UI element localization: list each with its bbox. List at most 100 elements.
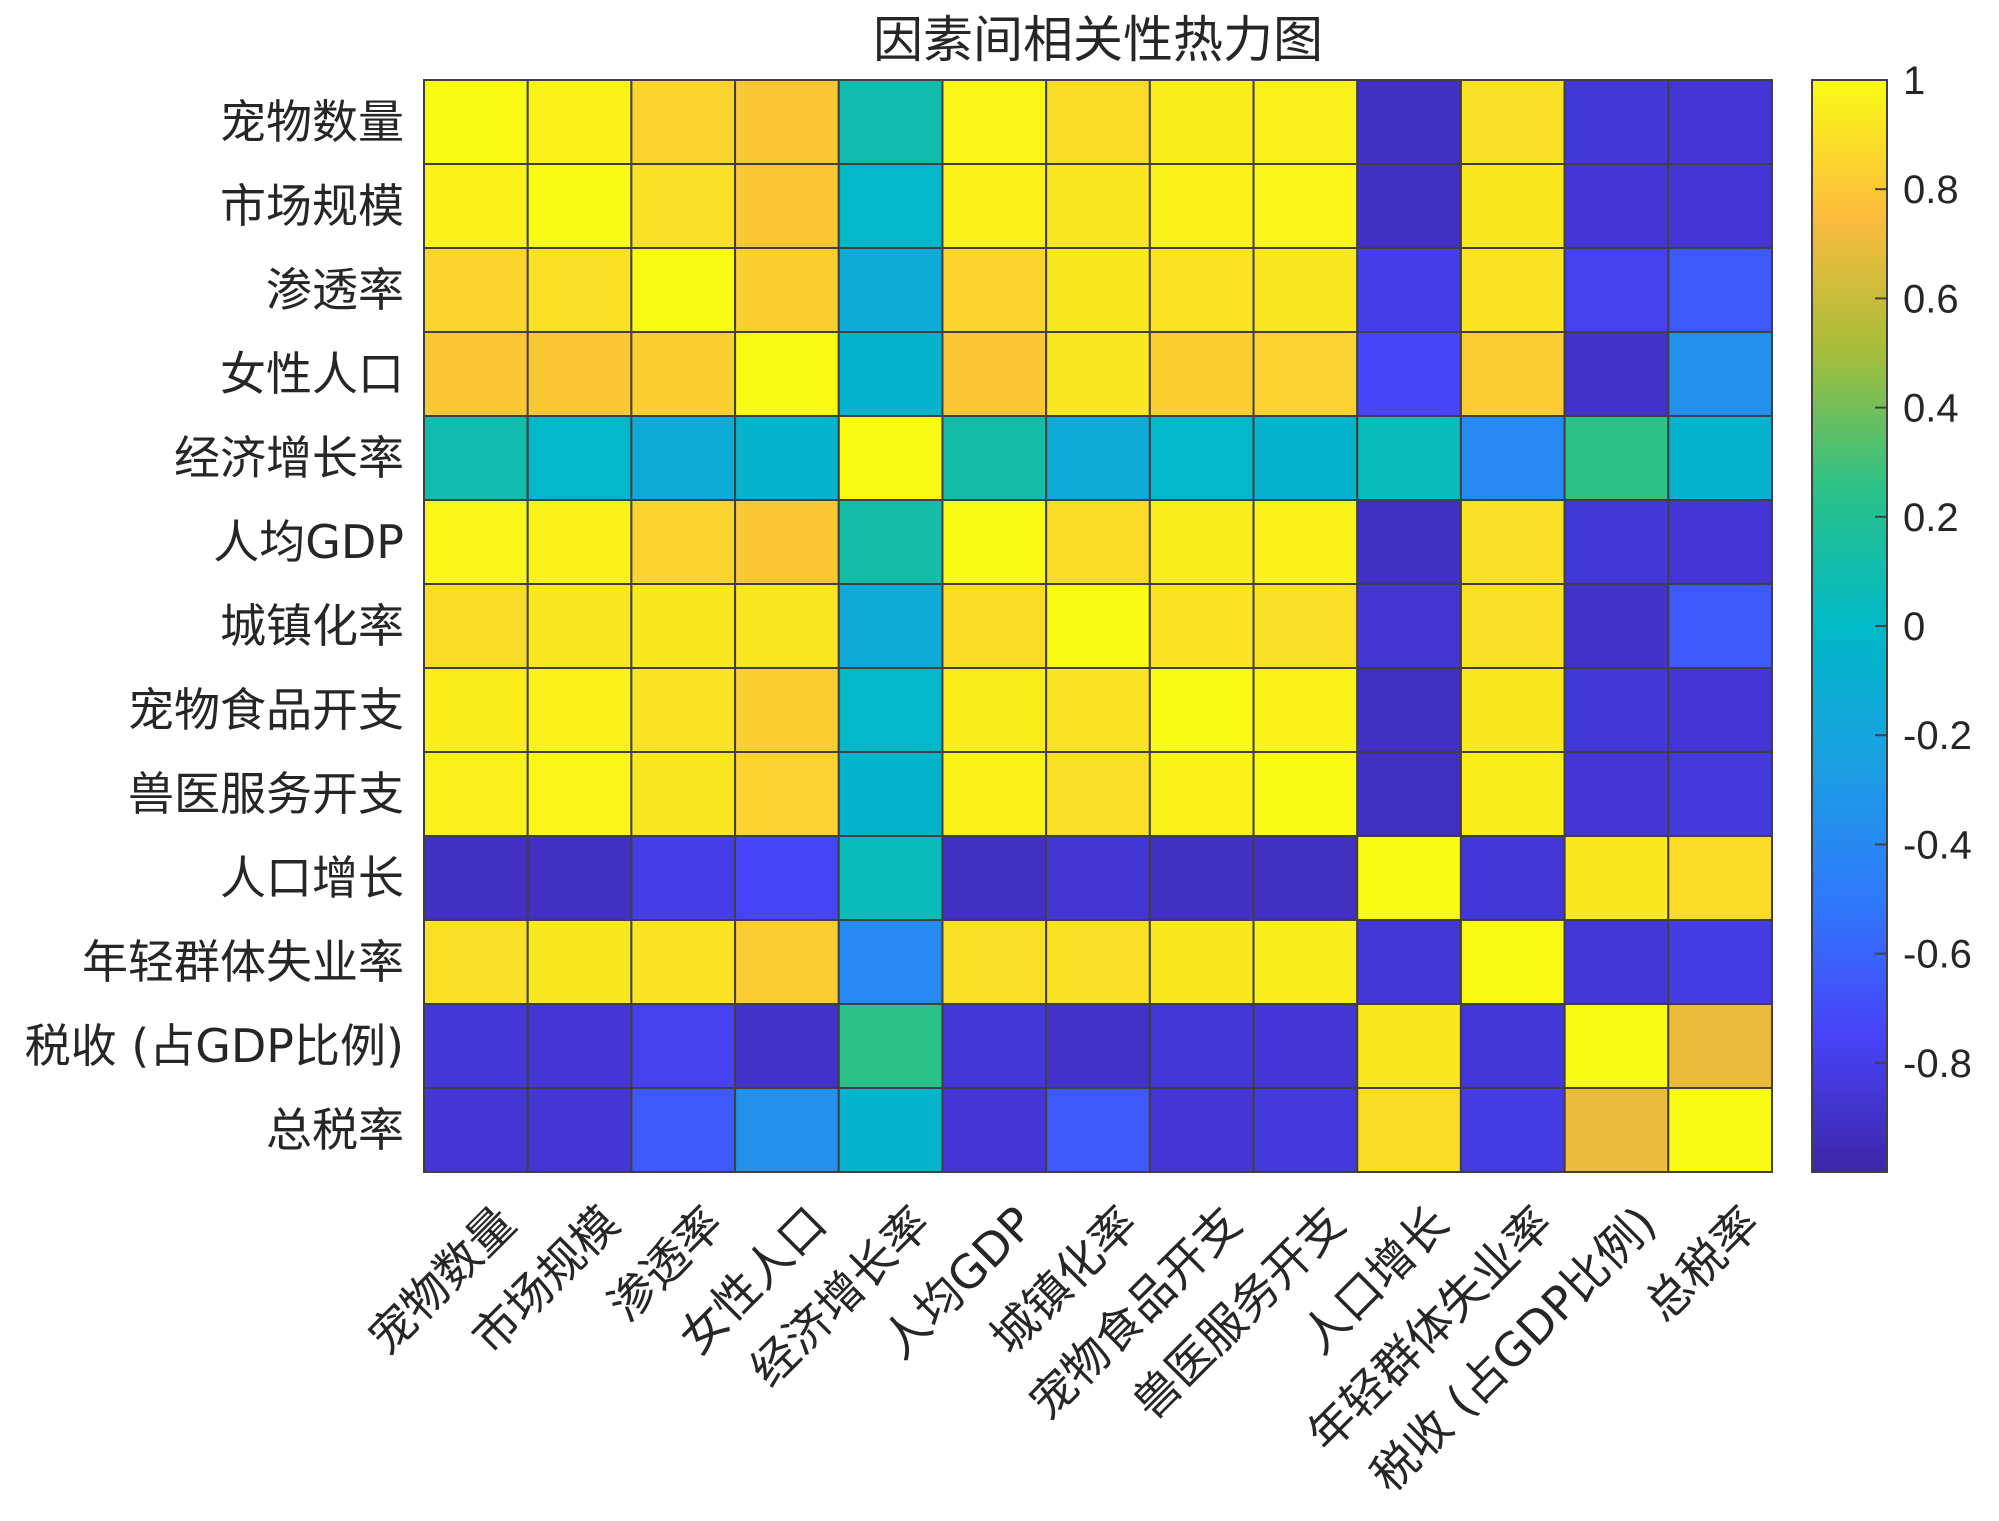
heatmap-cell <box>630 919 737 1005</box>
heatmap-cell <box>1667 1003 1774 1089</box>
colorbar-tick-label: 1 <box>1903 59 1925 103</box>
heatmap-cell <box>1459 751 1566 837</box>
heatmap-cell <box>734 667 840 753</box>
heatmap-cell <box>734 919 840 1005</box>
heatmap-cell <box>423 751 529 837</box>
row-label: 宠物食品开支 <box>128 683 404 737</box>
heatmap-cell <box>630 163 737 249</box>
heatmap-cell <box>1563 919 1670 1005</box>
heatmap-cell <box>1459 499 1566 585</box>
heatmap-cell <box>941 79 1048 165</box>
heatmap-cell <box>1459 1087 1566 1173</box>
heatmap-cell <box>1252 751 1359 837</box>
heatmap-cell <box>734 751 840 837</box>
heatmap-cell <box>941 667 1048 753</box>
heatmap-cell <box>734 163 840 249</box>
row-label: 总税率 <box>266 1103 404 1157</box>
heatmap-cell <box>1563 667 1670 753</box>
heatmap-cell <box>1563 331 1670 417</box>
heatmap-cell <box>1148 79 1255 165</box>
heatmap-cell <box>630 247 737 333</box>
heatmap-cell <box>1148 919 1255 1005</box>
heatmap-cell <box>423 1087 529 1173</box>
heatmap-cell <box>941 1003 1048 1089</box>
heatmap-cell <box>1045 583 1151 669</box>
heatmap-cell <box>1045 163 1151 249</box>
heatmap-cell <box>734 583 840 669</box>
row-label: 宠物数量 <box>220 95 404 149</box>
heatmap-cell <box>423 163 529 249</box>
heatmap-cell <box>1667 919 1774 1005</box>
row-label: 年轻群体失业率 <box>82 935 404 989</box>
heatmap-cell <box>1667 1087 1774 1173</box>
heatmap-cell <box>1563 499 1670 585</box>
heatmap-cell <box>1148 331 1255 417</box>
heatmap-cell <box>1045 835 1151 921</box>
heatmap-cell <box>526 247 633 333</box>
heatmap-cell <box>630 583 737 669</box>
heatmap-cell <box>1667 79 1774 165</box>
heatmap-cell <box>630 835 737 921</box>
heatmap-cell <box>734 835 840 921</box>
heatmap-cell <box>1252 415 1359 501</box>
heatmap-cell <box>1563 751 1670 837</box>
colorbar-tick-label: 0.8 <box>1903 168 1959 212</box>
heatmap-cell <box>941 1087 1048 1173</box>
colorbar-tick-label: -0.6 <box>1903 933 1972 977</box>
colorbar: 1 0.8 0.6 0.4 0.2 0 -0.2 -0.4 -0.6 -0.8 <box>1811 59 1972 1173</box>
heatmap-cell <box>1045 1003 1151 1089</box>
heatmap-cell <box>1459 331 1566 417</box>
heatmap-cell <box>526 163 633 249</box>
heatmap-cell <box>1148 247 1255 333</box>
heatmap-cell <box>1667 751 1774 837</box>
heatmap-cell <box>1148 1087 1255 1173</box>
heatmap-cell <box>423 415 529 501</box>
heatmap-cell <box>1563 583 1670 669</box>
heatmap-cell <box>1148 667 1255 753</box>
heatmap-cell <box>734 1087 840 1173</box>
row-label: 人口增长 <box>220 851 404 905</box>
heatmap-cell <box>837 583 944 669</box>
heatmap-cell <box>837 415 944 501</box>
heatmap-cell <box>941 331 1048 417</box>
heatmap-cell <box>1356 163 1462 249</box>
heatmap-cell <box>1252 583 1359 669</box>
heatmap-cell <box>941 583 1048 669</box>
heatmap-cell <box>1563 835 1670 921</box>
heatmap-cell <box>837 331 944 417</box>
chart-title: 因素间相关性热力图 <box>873 11 1323 69</box>
heatmap-cell <box>526 835 633 921</box>
row-label: 经济增长率 <box>174 431 404 485</box>
heatmap-cell <box>1459 835 1566 921</box>
column-label: 总税率 <box>1634 1196 1770 1332</box>
heatmap-cell <box>1667 499 1774 585</box>
row-label: 女性人口 <box>220 347 404 401</box>
colorbar-tick-label: 0.2 <box>1903 496 1959 540</box>
heatmap-cell <box>1459 583 1566 669</box>
heatmap-cell <box>526 499 633 585</box>
heatmap-cell <box>1356 1003 1462 1089</box>
heatmap-cell <box>1045 751 1151 837</box>
colorbar-tick-label: 0.4 <box>1903 387 1959 431</box>
heatmap-cell <box>630 667 737 753</box>
heatmap-cell <box>630 331 737 417</box>
heatmap-cell <box>1356 247 1462 333</box>
heatmap-cell <box>1356 583 1462 669</box>
heatmap-cell <box>526 79 633 165</box>
heatmap-cell <box>1252 835 1359 921</box>
heatmap-cell <box>941 499 1048 585</box>
heatmap-cell <box>1252 1003 1359 1089</box>
heatmap-cell <box>1148 1003 1255 1089</box>
heatmap-cell <box>1252 667 1359 753</box>
heatmap-cell <box>1459 79 1566 165</box>
heatmap-cell <box>1667 667 1774 753</box>
colorbar-tick-label: -0.8 <box>1903 1042 1972 1086</box>
heatmap-cell <box>423 835 529 921</box>
heatmap-cell <box>837 499 944 585</box>
heatmap-cell <box>1148 499 1255 585</box>
heatmap-cell <box>630 499 737 585</box>
row-label: 渗透率 <box>266 263 404 317</box>
heatmap-cell <box>1563 415 1670 501</box>
heatmap-cell <box>423 583 529 669</box>
heatmap-cell <box>1356 415 1462 501</box>
